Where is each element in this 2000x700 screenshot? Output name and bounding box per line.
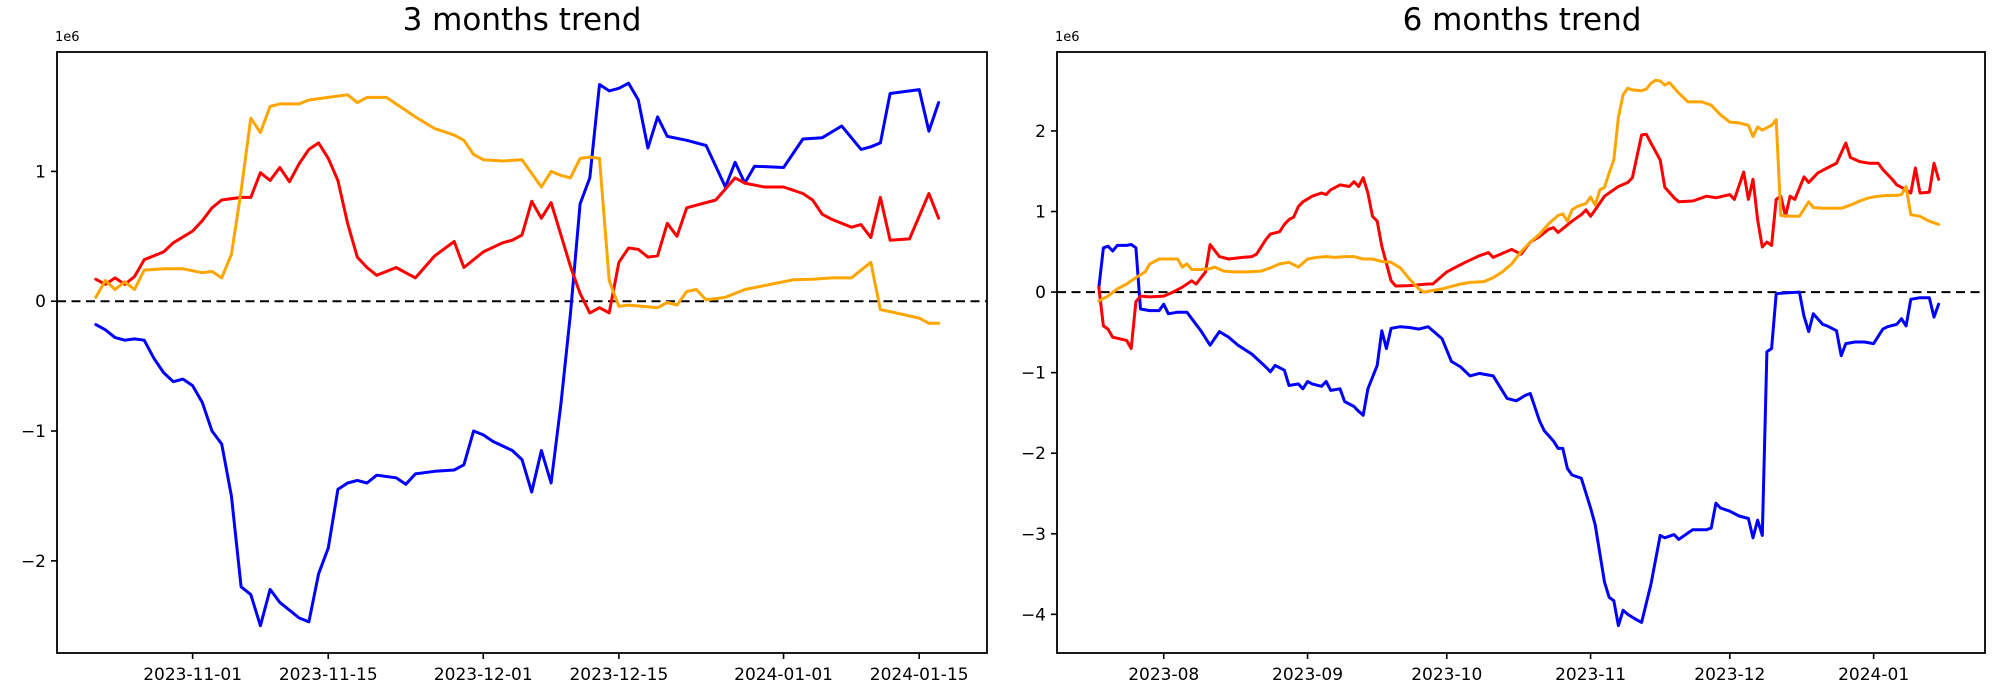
y-axis-offset-label-left: 1e6 [55,30,80,45]
y-tick-label: 1 [35,162,46,182]
orange-series-line [94,93,941,325]
y-tick-label: −1 [21,422,46,442]
chart-title-6-months: 6 months trend [1402,2,1642,38]
chart-title-3-months: 3 months trend [402,2,642,38]
x-tick-label: 2023-11 [1555,665,1626,685]
y-tick-label: −2 [21,552,46,572]
y-tick-label: 1 [1035,203,1046,223]
chart-3-months-trend: 3 months trend 1e6 2023-11-01 2023-11-15 2… [21,2,988,685]
y-tick-label: −3 [1021,525,1046,545]
x-tick-label: 2023-12 [1694,665,1765,685]
x-tick-label: 2024-01-01 [734,665,833,685]
orange-series-line [1097,78,1941,303]
x-tick-label: 2023-08 [1128,665,1199,685]
red-series-line [94,141,941,315]
x-tick-label: 2023-11-01 [143,665,242,685]
y-tick-label: 0 [35,292,46,312]
x-tick-label: 2024-01-15 [870,665,969,685]
y-tick-label: 2 [1035,122,1046,142]
axes-spines [1056,51,1986,654]
y-tick-label: −4 [1021,605,1046,625]
x-tick-label: 2023-12-15 [569,665,668,685]
chart-6-months-trend: 6 months trend 1e6 2023-08 2023-09 2023-10… [1000,0,2000,700]
x-tick-label: 2024-01 [1838,665,1909,685]
y-tick-label: −2 [1021,444,1046,464]
x-tick-label: 2023-11-15 [279,665,378,685]
x-tick-label: 2023-12-01 [434,665,533,685]
y-tick-label: −1 [1021,364,1046,384]
y-axis-offset-label-right: 1e6 [1055,30,1080,45]
x-tick-label: 2023-09 [1272,665,1343,685]
plot-area-3-months: 2023-11-01 2023-11-15 2023-12-01 2023-12-15… [21,51,988,685]
blue-series-line [1097,243,1941,628]
y-tick-label: 0 [1035,283,1046,303]
red-series-line [1097,132,1941,350]
axes-spines [56,51,988,654]
x-tick-label: 2023-10 [1411,665,1482,685]
plot-area-6-months: 2023-08 2023-09 2023-10 2023-11 2023-12 2024-… [1021,51,1986,685]
blue-series-line [94,81,941,628]
